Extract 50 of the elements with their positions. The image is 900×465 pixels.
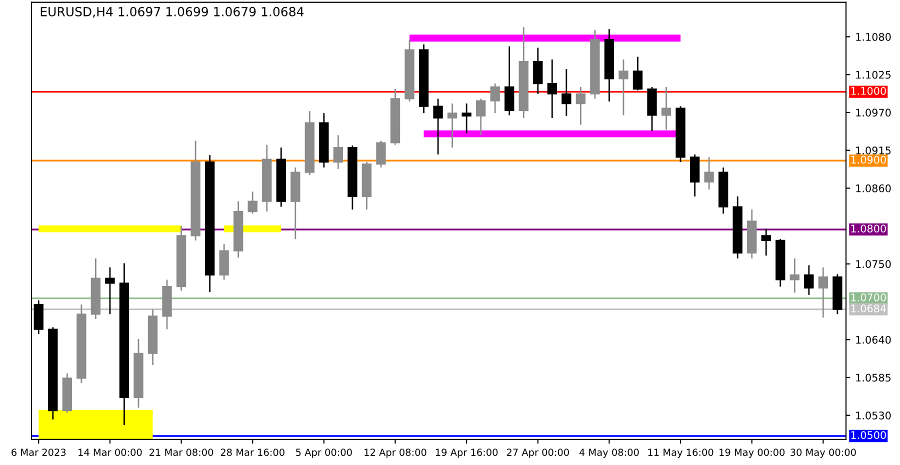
candlestick [790,258,800,294]
y-tick-label: 1.0750 [856,260,891,268]
candlestick [462,102,472,134]
y-tick-label: 1.0640 [856,336,891,344]
candlestick [533,47,543,95]
x-tick-label: 30 May 00:00 [790,448,856,458]
candlestick [447,102,458,148]
ref-line-label: 1.1000 [851,86,886,95]
y-tick-label: 1.1080 [856,32,891,41]
candlestick [376,140,386,168]
y-tick-label: 1.0530 [856,412,891,420]
y-tick-label: 1.0915 [856,146,891,154]
x-tick-label: 11 May 16:00 [648,448,714,458]
x-tick-label: 27 Apr 00:00 [506,448,569,458]
ref-line-label: 1.0684 [851,304,886,312]
x-tick-label: 28 Mar 16:00 [220,448,284,456]
candlestick [476,98,486,136]
x-tick-label: 12 Apr 08:00 [364,448,426,458]
ref-line-label: 1.0700 [851,293,886,302]
x-tick-label: 6 Mar 2023 [12,448,66,456]
x-tick-label: 21 Mar 08:00 [150,448,214,456]
ref-line-label: 1.0800 [851,224,886,232]
x-tick-label: 14 Mar 00:00 [78,448,142,456]
candlestick [804,264,814,296]
candlestick [248,190,258,214]
candlestick [661,86,672,130]
candlestick [504,46,514,116]
candlestick [562,68,572,117]
candlestick [105,266,115,315]
ref-line-label: 1.0900 [851,156,886,164]
y-tick-label: 1.0970 [856,108,891,117]
y-tick-label: 1.1025 [856,70,891,79]
candlestick [547,58,557,119]
x-tick-label: 19 Apr 16:00 [436,448,498,458]
ref-line-label: 1.0500 [851,431,886,440]
candlestick [333,134,344,170]
chart-title: EURUSD,H4 1.0697 1.0699 1.0679 1.0684 [40,6,304,18]
candlestick [618,58,628,116]
candlestick [818,266,828,318]
y-tick-label: 1.0860 [856,184,891,192]
candlestick [576,86,586,126]
y-tick-label: 1.0585 [856,374,891,382]
candlestick [704,156,714,190]
x-tick-label: 19 May 00:00 [720,448,785,458]
candlestick [490,82,500,114]
candlestick [632,56,643,92]
x-tick-label: 5 Apr 00:00 [296,448,352,458]
x-tick-label: 4 May 08:00 [579,448,639,458]
candlestick [761,228,771,256]
candlestick [433,98,443,156]
